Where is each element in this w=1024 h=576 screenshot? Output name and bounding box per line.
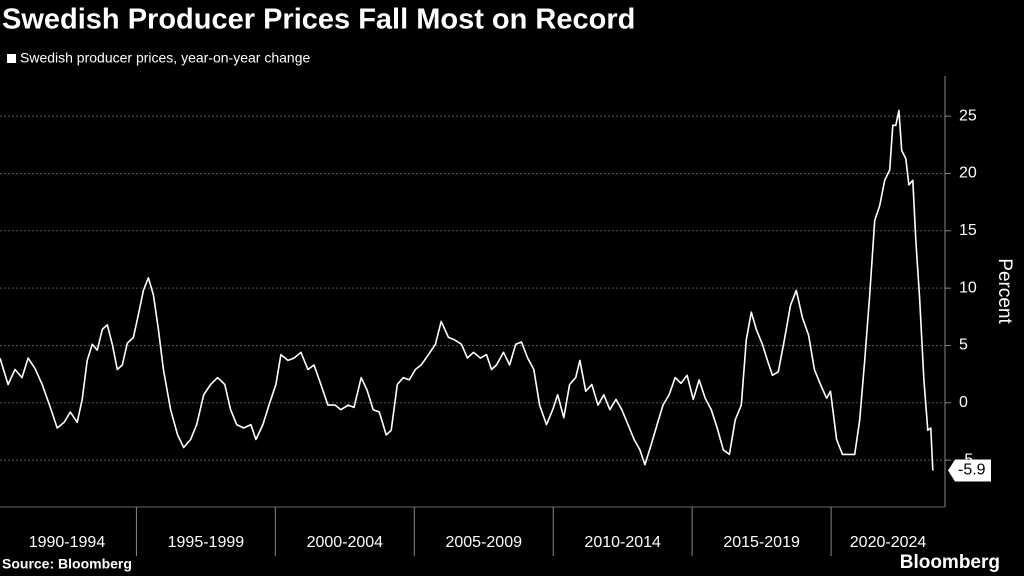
legend-swatch [7,54,16,63]
y-axis-label: Percent [994,258,1015,324]
x-tick-label: 2010-2014 [584,534,661,551]
x-tick-label: 2015-2019 [723,534,800,551]
x-tick-label: 1995-1999 [168,534,245,551]
chart-title: Swedish Producer Prices Fall Most on Rec… [2,4,635,36]
y-tick-label: 20 [959,165,977,182]
y-tick-label: 0 [959,394,968,411]
x-tick-label: 2005-2009 [445,534,522,551]
last-value-label: -5.9 [958,462,986,479]
y-tick-label: 10 [959,279,977,296]
x-tick-label: 2000-2004 [307,534,384,551]
series-line [0,109,934,471]
y-tick-label: 15 [959,222,977,239]
x-tick-label: 2020-2024 [850,534,927,551]
source: Source: Bloomberg [2,556,132,572]
brand: Bloomberg [900,552,1000,573]
last-value-tag [948,459,991,482]
legend-label: Swedish producer prices, year-on-year ch… [20,50,310,66]
y-tick-label: 5 [959,337,968,354]
x-tick-label: 1990-1994 [29,534,106,551]
y-tick-label: 25 [959,107,977,124]
